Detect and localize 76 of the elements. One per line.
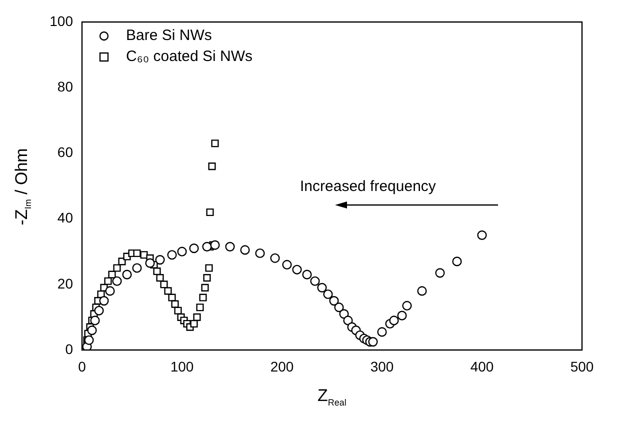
point <box>210 240 220 250</box>
point <box>99 296 109 306</box>
point <box>171 300 179 308</box>
point <box>177 246 187 256</box>
point <box>90 316 100 326</box>
point <box>160 280 168 288</box>
point <box>153 268 161 276</box>
point <box>323 289 333 300</box>
point <box>255 248 265 258</box>
x-tick-label: 500 <box>570 358 594 374</box>
point <box>317 282 327 292</box>
x-tick-label: 200 <box>270 358 294 374</box>
point <box>164 287 172 295</box>
point <box>189 244 199 254</box>
point <box>417 286 427 296</box>
point <box>145 258 155 268</box>
point <box>282 260 292 270</box>
point <box>452 256 462 266</box>
point <box>377 327 387 337</box>
point <box>113 264 121 272</box>
y-tick-label: 0 <box>65 340 74 357</box>
point <box>397 310 407 320</box>
point <box>156 274 164 282</box>
point <box>112 276 122 286</box>
x-tick-label: 300 <box>370 358 394 374</box>
legend-label: Bare Si NWs <box>126 27 212 44</box>
x-tick-label: 100 <box>170 358 194 374</box>
point <box>140 251 148 259</box>
point <box>389 316 399 326</box>
point <box>201 284 209 292</box>
point <box>203 274 211 282</box>
point <box>105 286 115 296</box>
point <box>133 249 141 258</box>
point <box>174 306 182 314</box>
point <box>310 276 320 286</box>
point <box>190 320 198 328</box>
point <box>205 264 213 272</box>
point <box>122 270 132 280</box>
point <box>211 140 219 148</box>
y-tick-label: 80 <box>57 78 74 94</box>
point <box>202 242 212 252</box>
point <box>225 242 235 252</box>
point <box>240 245 250 255</box>
point <box>402 300 412 311</box>
point <box>343 316 353 326</box>
point <box>302 270 312 280</box>
point <box>196 304 204 312</box>
x-axis-title: Z$_{Real}$ <box>318 386 346 408</box>
point <box>84 335 94 345</box>
legend-label: C₆₀ coated Si NWs <box>126 48 252 66</box>
point <box>168 294 176 302</box>
point <box>94 306 104 316</box>
point <box>193 313 201 321</box>
point <box>132 263 142 273</box>
point <box>208 162 216 170</box>
point <box>155 255 165 265</box>
annotation: Increased frequency <box>300 178 436 196</box>
point <box>329 296 339 306</box>
point <box>270 253 280 263</box>
point <box>334 302 344 312</box>
point <box>104 277 112 285</box>
x-tick-label: 400 <box>470 358 494 374</box>
point <box>199 294 207 302</box>
point <box>108 270 116 278</box>
y-tick-label: 40 <box>57 210 74 226</box>
point <box>435 268 445 278</box>
point <box>477 230 487 240</box>
y-tick-label: 20 <box>57 275 74 292</box>
y-tick-label: 100 <box>50 12 74 29</box>
point <box>167 250 177 260</box>
point <box>206 208 214 216</box>
point <box>87 326 97 336</box>
point <box>368 337 378 347</box>
y-tick-label: 60 <box>57 144 74 160</box>
point <box>292 264 302 274</box>
x-tick-label: 0 <box>78 358 86 374</box>
